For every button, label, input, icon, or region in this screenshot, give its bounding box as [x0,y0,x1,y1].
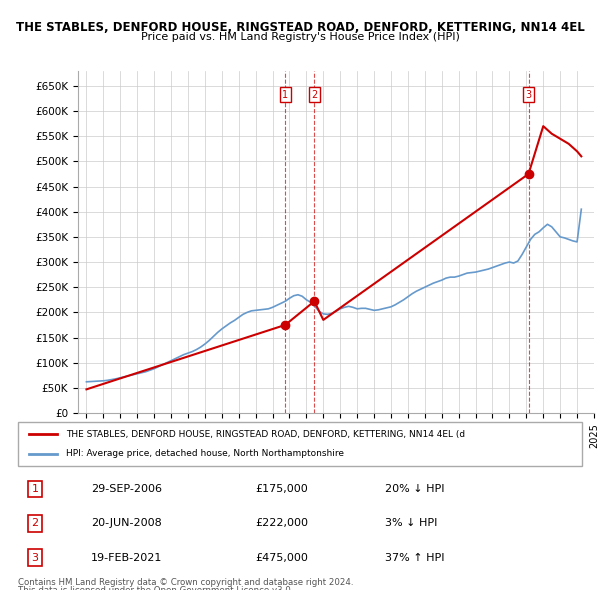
Text: 3% ↓ HPI: 3% ↓ HPI [385,519,437,528]
Text: HPI: Average price, detached house, North Northamptonshire: HPI: Average price, detached house, Nort… [66,449,344,458]
Text: 3: 3 [31,553,38,562]
Text: £175,000: £175,000 [255,484,308,494]
Text: £475,000: £475,000 [255,553,308,562]
Text: 1: 1 [31,484,38,494]
Text: THE STABLES, DENFORD HOUSE, RINGSTEAD ROAD, DENFORD, KETTERING, NN14 4EL (d: THE STABLES, DENFORD HOUSE, RINGSTEAD RO… [66,430,465,439]
Text: Contains HM Land Registry data © Crown copyright and database right 2024.: Contains HM Land Registry data © Crown c… [18,578,353,586]
Text: 3: 3 [526,90,532,100]
Text: 19-FEB-2021: 19-FEB-2021 [91,553,163,562]
Text: 20% ↓ HPI: 20% ↓ HPI [385,484,444,494]
Text: 2: 2 [31,519,38,528]
Text: 29-SEP-2006: 29-SEP-2006 [91,484,163,494]
Text: This data is licensed under the Open Government Licence v3.0.: This data is licensed under the Open Gov… [18,586,293,590]
Text: 37% ↑ HPI: 37% ↑ HPI [385,553,444,562]
FancyBboxPatch shape [18,422,582,466]
Text: Price paid vs. HM Land Registry's House Price Index (HPI): Price paid vs. HM Land Registry's House … [140,32,460,42]
Text: 20-JUN-2008: 20-JUN-2008 [91,519,162,528]
Text: £222,000: £222,000 [255,519,308,528]
Text: 2: 2 [311,90,317,100]
Text: 1: 1 [282,90,289,100]
Text: THE STABLES, DENFORD HOUSE, RINGSTEAD ROAD, DENFORD, KETTERING, NN14 4EL: THE STABLES, DENFORD HOUSE, RINGSTEAD RO… [16,21,584,34]
